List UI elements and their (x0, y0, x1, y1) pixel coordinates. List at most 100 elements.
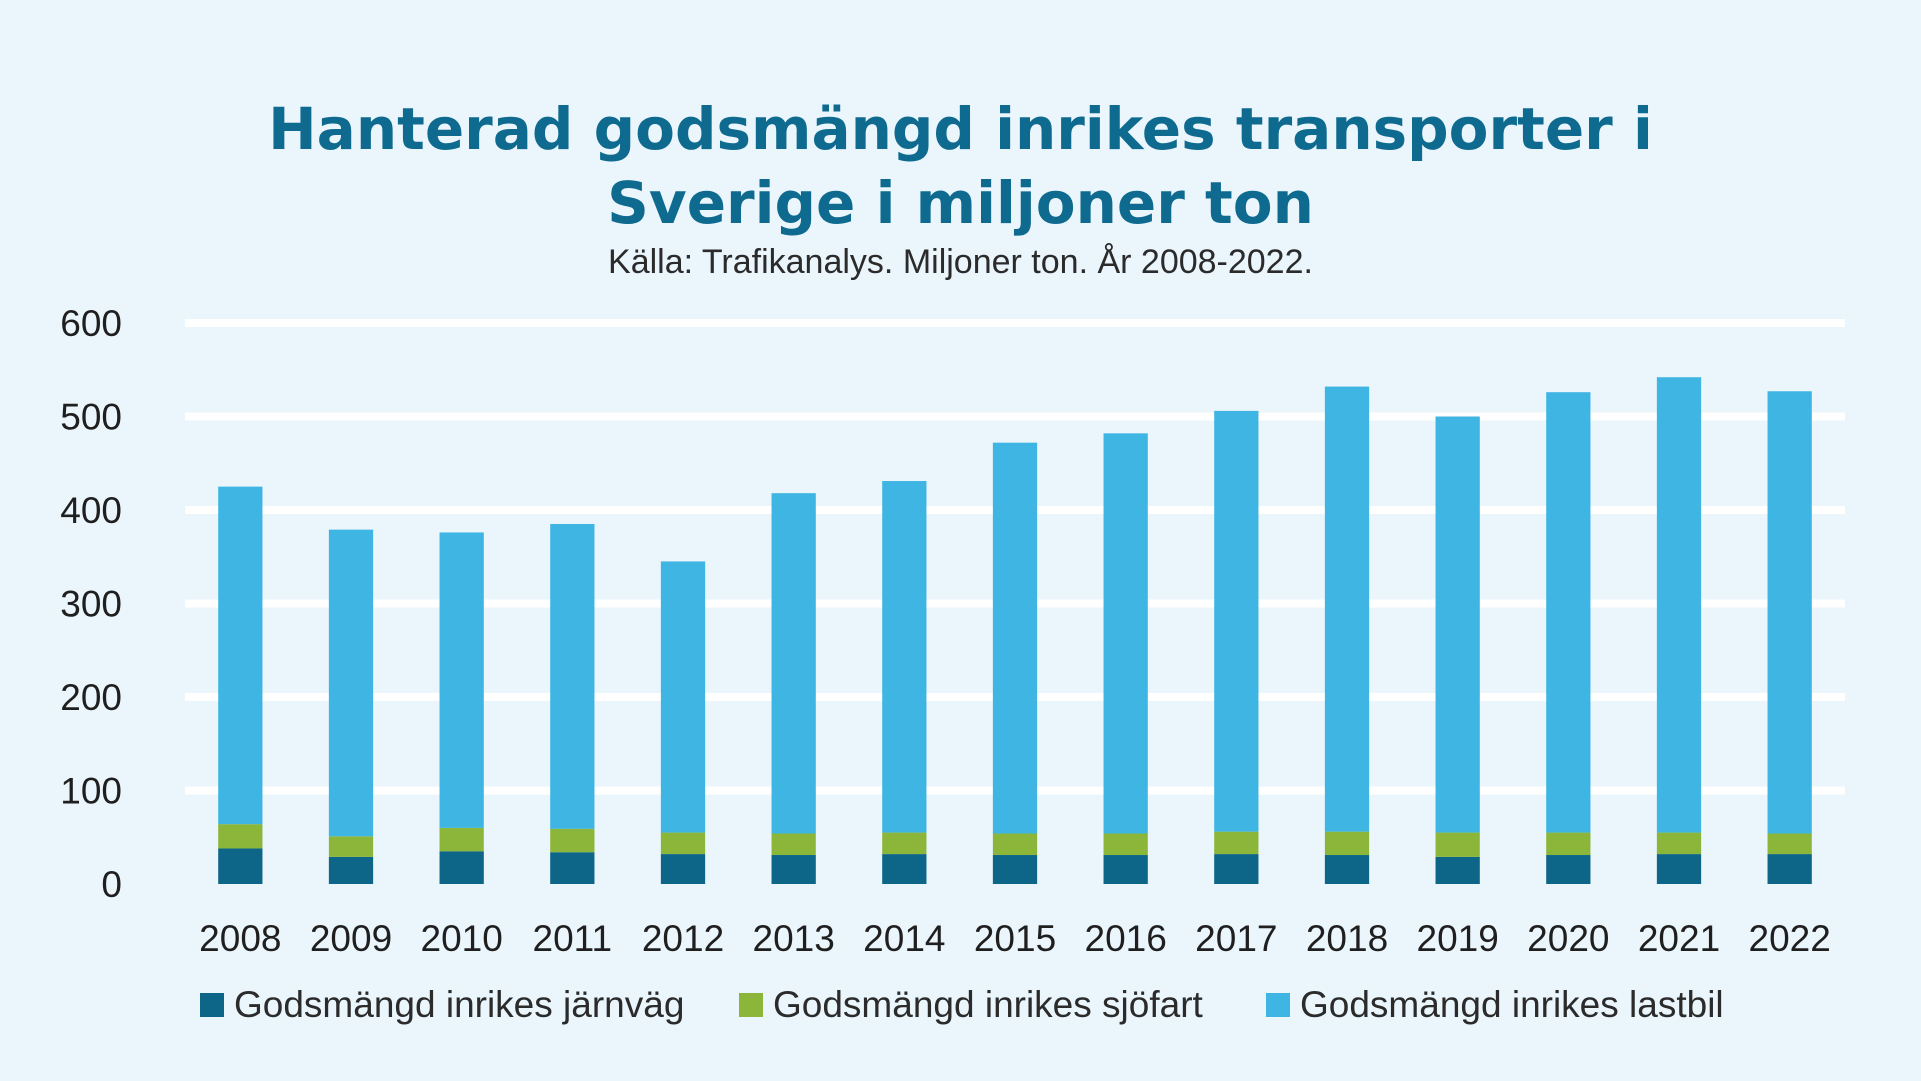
legend-label: Godsmängd inrikes sjöfart (773, 984, 1204, 1025)
chart-title-line-1: Hanterad godsmängd inrikes transporter i (268, 95, 1653, 163)
bar-2021-series-2 (1656, 832, 1702, 855)
legend-swatch (200, 993, 224, 1017)
bar-2016-series-2 (1103, 833, 1148, 856)
x-tick-label: 2014 (863, 918, 945, 959)
bar-stack-2017 (1214, 410, 1259, 884)
x-tick-label: 2022 (1749, 918, 1831, 959)
bar-2017-series-3 (1214, 410, 1259, 832)
bar-stack-2016 (1103, 433, 1148, 884)
bar-2012-series-2 (660, 832, 706, 855)
bar-2013-series-2 (771, 833, 816, 856)
bar-2021-series-3 (1656, 377, 1702, 833)
bar-2022-series-3 (1767, 391, 1812, 834)
x-tick-label: 2021 (1638, 918, 1720, 959)
bar-2009-series-3 (328, 529, 374, 837)
bar-stack-2012 (660, 561, 706, 884)
bar-2011-series-1 (550, 852, 595, 884)
legend-label: Godsmängd inrikes lastbil (1300, 984, 1724, 1025)
x-tick-label: 2012 (642, 918, 724, 959)
bar-2018-series-3 (1324, 386, 1370, 832)
legend-item-3: Godsmängd inrikes lastbil (1266, 984, 1724, 1025)
bar-stack-2009 (328, 529, 374, 884)
y-tick-label: 100 (60, 771, 122, 812)
x-tick-label: 2020 (1527, 918, 1609, 959)
y-tick-label: 400 (60, 490, 122, 531)
bar-2009-series-1 (328, 856, 374, 884)
x-tick-label: 2010 (421, 918, 503, 959)
x-tick-label: 2011 (533, 918, 613, 959)
y-axis-tick-labels: 0 100 200 300 400 500 600 (60, 303, 122, 905)
bar-2017-series-2 (1214, 831, 1259, 855)
bar-2020-series-1 (1546, 855, 1591, 884)
legend: Godsmängd inrikes järnväg Godsmängd inrik… (200, 984, 1724, 1025)
bar-2008-series-1 (218, 848, 263, 884)
y-tick-label: 600 (60, 303, 122, 344)
bar-2015-series-1 (992, 855, 1038, 884)
x-tick-label: 2009 (310, 918, 392, 959)
x-tick-label: 2016 (1085, 918, 1167, 959)
bar-2018-series-2 (1324, 831, 1370, 856)
bar-2014-series-1 (882, 854, 927, 884)
bar-2016-series-1 (1103, 855, 1148, 884)
bar-2014-series-3 (882, 481, 927, 833)
bar-2009-series-2 (328, 836, 374, 857)
bar-2019-series-1 (1435, 856, 1480, 884)
bar-2010-series-3 (439, 532, 484, 828)
bar-stack-2022 (1767, 391, 1812, 884)
chart-title-line-2: Sverige i miljoner ton (607, 169, 1314, 237)
bar-2008-series-3 (218, 486, 263, 825)
bar-stack-2021 (1656, 377, 1702, 884)
bar-stack-2014 (882, 481, 927, 884)
bars (218, 377, 1812, 884)
bar-2010-series-1 (439, 851, 484, 884)
chart-title: Hanterad godsmängd inrikes transporter i… (0, 92, 1921, 240)
bar-2017-series-1 (1214, 854, 1259, 884)
legend-swatch (739, 993, 763, 1017)
bar-2011-series-2 (550, 828, 595, 853)
bar-2022-series-2 (1767, 833, 1812, 855)
bar-stack-2015 (992, 442, 1038, 884)
legend-label: Godsmängd inrikes järnväg (234, 984, 684, 1025)
bar-2020-series-3 (1546, 392, 1591, 833)
x-tick-label: 2013 (753, 918, 835, 959)
bar-2020-series-2 (1546, 832, 1591, 856)
bar-stack-2008 (218, 486, 263, 884)
bar-stack-2020 (1546, 392, 1591, 884)
bar-2011-series-3 (550, 524, 595, 829)
bar-stack-2013 (771, 493, 816, 884)
bar-2008-series-2 (218, 824, 263, 849)
bar-2022-series-1 (1767, 854, 1812, 884)
y-tick-label: 0 (101, 864, 122, 905)
legend-swatch (1266, 993, 1290, 1017)
bar-stack-2011 (550, 524, 595, 884)
x-tick-label: 2018 (1306, 918, 1388, 959)
bar-stack-2010 (439, 532, 484, 884)
bar-stack-2019 (1435, 416, 1480, 884)
x-tick-label: 2008 (199, 918, 281, 959)
bar-2019-series-3 (1435, 416, 1480, 833)
x-axis-tick-labels: 2008 2009 2010 2011 2012 2013 2014 2015 2016 2017… (199, 918, 1831, 959)
x-tick-label: 2017 (1195, 918, 1277, 959)
y-tick-label: 300 (60, 584, 122, 625)
bar-2016-series-3 (1103, 433, 1148, 834)
bar-2015-series-3 (992, 442, 1038, 834)
bar-2014-series-2 (882, 832, 927, 855)
bar-2012-series-1 (660, 854, 706, 884)
bar-2018-series-1 (1324, 855, 1370, 884)
y-tick-label: 500 (60, 397, 122, 438)
y-tick-label: 200 (60, 677, 122, 718)
legend-item-2: Godsmängd inrikes sjöfart (739, 984, 1204, 1025)
x-tick-label: 2019 (1417, 918, 1499, 959)
bar-2010-series-2 (439, 827, 484, 852)
bar-2013-series-1 (771, 855, 816, 884)
bar-2021-series-1 (1656, 854, 1702, 884)
bar-2012-series-3 (660, 561, 706, 833)
bar-2013-series-3 (771, 493, 816, 834)
legend-item-1: Godsmängd inrikes järnväg (200, 984, 684, 1025)
bar-2019-series-2 (1435, 832, 1480, 857)
x-tick-label: 2015 (974, 918, 1056, 959)
chart-subtitle: Källa: Trafikanalys. Miljoner ton. År 20… (608, 243, 1313, 281)
bar-stack-2018 (1324, 386, 1370, 884)
